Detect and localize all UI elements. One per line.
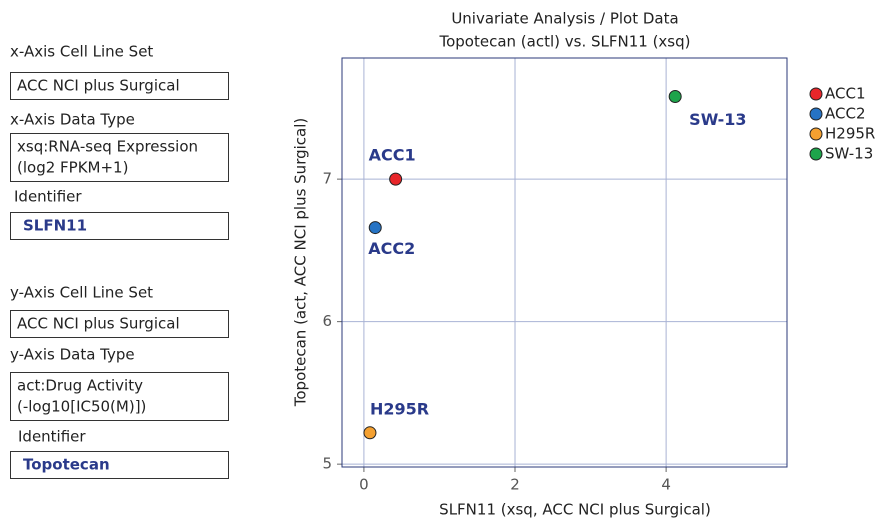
data-point — [363, 426, 377, 440]
field-label: Identifier — [14, 188, 82, 206]
field-box[interactable] — [10, 133, 229, 182]
point-label: H295R — [370, 399, 429, 418]
legend-swatch — [809, 107, 823, 121]
data-point — [389, 172, 403, 186]
field-label: y-Axis Data Type — [10, 346, 135, 364]
legend-swatch — [809, 127, 823, 141]
field-box[interactable] — [10, 310, 229, 338]
y-tick-label: 6 — [322, 312, 332, 330]
x-axis-label: SLFN11 (xsq, ACC NCI plus Surgical) — [439, 501, 711, 519]
field-value: xsq:RNA-seq Expression — [17, 138, 198, 156]
plot-area — [342, 58, 787, 467]
legend-swatch — [809, 87, 823, 101]
x-tick-label: 0 — [359, 476, 369, 494]
data-point — [668, 89, 682, 103]
point-label: ACC1 — [369, 146, 416, 165]
legend-label: ACC1 — [825, 85, 866, 103]
field-label: x-Axis Cell Line Set — [10, 43, 153, 61]
field-box[interactable] — [10, 72, 229, 100]
legend-label: H295R — [825, 125, 875, 143]
legend-label: SW-13 — [825, 145, 873, 163]
plot-border — [341, 57, 788, 468]
field-value: (log2 FPKM+1) — [17, 159, 128, 177]
field-value: act:Drug Activity — [17, 377, 143, 395]
field-box[interactable] — [10, 451, 229, 479]
point-label: ACC2 — [368, 239, 415, 258]
field-label: x-Axis Data Type — [10, 111, 135, 129]
field-value: (-log10[IC50(M)]) — [17, 398, 146, 416]
x-tick-label: 2 — [510, 476, 520, 494]
field-box[interactable] — [10, 372, 229, 421]
chart-title: Univariate Analysis / Plot Data — [451, 10, 678, 28]
x-tick-label: 4 — [661, 476, 671, 494]
legend-swatch — [809, 147, 823, 161]
legend-label: ACC2 — [825, 105, 866, 123]
point-label: SW-13 — [689, 110, 746, 129]
y-tick-label: 5 — [322, 455, 332, 473]
y-axis-label: Topotecan (act, ACC NCI plus Surgical) — [292, 118, 310, 407]
field-value: SLFN11 — [23, 217, 87, 235]
field-value: ACC NCI plus Surgical — [17, 315, 180, 333]
field-value: Topotecan — [23, 456, 110, 474]
field-label: Identifier — [18, 428, 86, 446]
chart-subtitle: Topotecan (actl) vs. SLFN11 (xsq) — [438, 33, 690, 51]
field-box[interactable] — [10, 212, 229, 240]
data-point — [368, 221, 382, 235]
y-tick-label: 7 — [322, 170, 332, 188]
field-value: ACC NCI plus Surgical — [17, 77, 180, 95]
field-label: y-Axis Cell Line Set — [10, 284, 153, 302]
